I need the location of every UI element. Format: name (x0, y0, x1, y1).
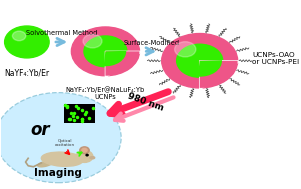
Text: 980 nm: 980 nm (127, 91, 165, 113)
Wedge shape (198, 60, 222, 77)
Circle shape (84, 36, 127, 67)
Bar (64, 104, 95, 123)
Text: Solvothermal Method: Solvothermal Method (26, 30, 97, 36)
Ellipse shape (38, 161, 53, 167)
Wedge shape (104, 51, 126, 66)
Circle shape (82, 148, 87, 152)
Text: Imaging: Imaging (34, 168, 82, 178)
Circle shape (86, 154, 88, 156)
Text: Surface-Modified: Surface-Modified (123, 40, 179, 46)
Text: UCNPs-OAO
or UCNPs-PEI: UCNPs-OAO or UCNPs-PEI (252, 52, 299, 65)
Circle shape (76, 150, 93, 162)
Wedge shape (200, 61, 237, 88)
Circle shape (5, 26, 49, 58)
Polygon shape (200, 61, 240, 90)
Circle shape (83, 34, 102, 48)
Circle shape (175, 42, 196, 57)
Circle shape (71, 27, 139, 76)
Text: or: or (30, 121, 50, 139)
Wedge shape (105, 51, 139, 76)
Ellipse shape (41, 152, 83, 166)
Text: NaYF₄:Yb/Er: NaYF₄:Yb/Er (4, 68, 49, 77)
Text: Optical
excitation: Optical excitation (55, 139, 75, 147)
Circle shape (0, 93, 121, 183)
Polygon shape (105, 51, 142, 78)
Ellipse shape (90, 157, 95, 159)
Text: NaYF₄:Yb/Er@NaLuF₄:Yb
UCNPs: NaYF₄:Yb/Er@NaLuF₄:Yb UCNPs (66, 86, 145, 100)
Circle shape (177, 44, 223, 77)
Circle shape (80, 147, 89, 154)
Circle shape (12, 31, 26, 41)
Circle shape (162, 33, 237, 88)
